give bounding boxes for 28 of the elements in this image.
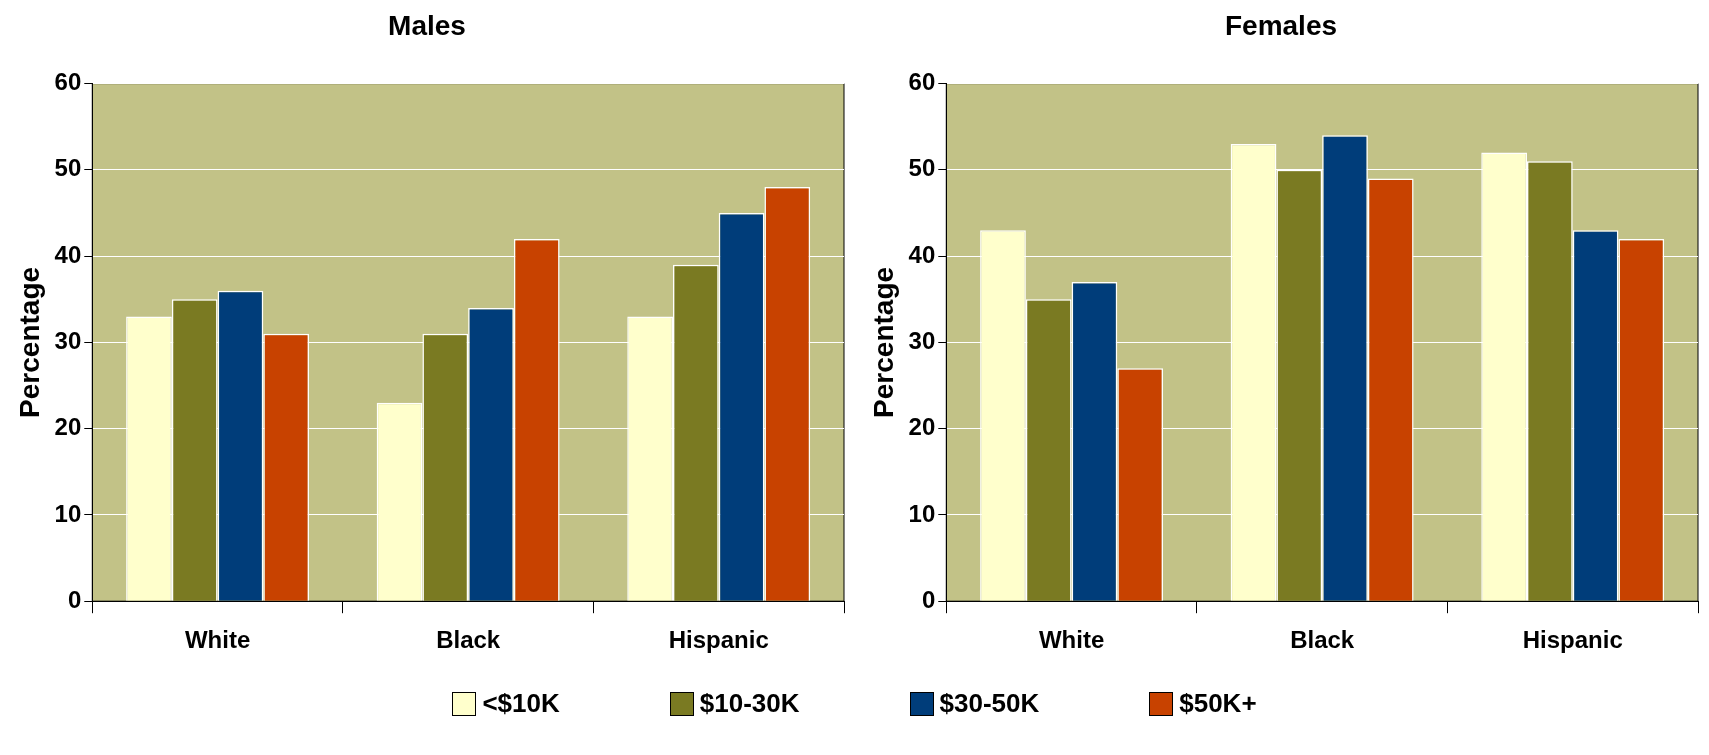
x-tick-label: Hispanic <box>668 626 769 654</box>
y-tick-label: 10 <box>908 499 936 527</box>
y-axis-title: Percentage <box>13 266 45 418</box>
y-tick-label: 10 <box>54 499 82 527</box>
y-tick-label: 30 <box>54 327 82 355</box>
y-tick-label: 40 <box>908 240 936 268</box>
chart-title: Males <box>388 9 466 41</box>
y-tick-label: 50 <box>908 154 936 182</box>
x-tick-label: White <box>1038 626 1105 654</box>
legend-label: $50K+ <box>1179 688 1257 719</box>
legend-label: $30-50K <box>939 688 1040 719</box>
x-tick-label: Black <box>1290 626 1355 654</box>
y-tick-label: 60 <box>54 68 82 96</box>
chart-title: Females <box>1224 9 1338 41</box>
y-tick-label: 40 <box>54 240 82 268</box>
y-tick-label: 20 <box>54 413 82 441</box>
legend-label: $10-30K <box>699 688 800 719</box>
y-tick-label: 30 <box>908 327 936 355</box>
x-tick-label: Black <box>436 626 501 654</box>
y-tick-label: 60 <box>908 68 936 96</box>
x-tick-label: White <box>184 626 251 654</box>
y-tick-label: 0 <box>921 585 936 613</box>
y-tick-label: 50 <box>54 154 82 182</box>
y-axis-title: Percentage <box>867 266 899 418</box>
x-tick-label: Hispanic <box>1522 626 1623 654</box>
legend-label: <$10K <box>482 688 560 719</box>
y-tick-label: 0 <box>67 585 82 613</box>
y-tick-label: 20 <box>908 413 936 441</box>
